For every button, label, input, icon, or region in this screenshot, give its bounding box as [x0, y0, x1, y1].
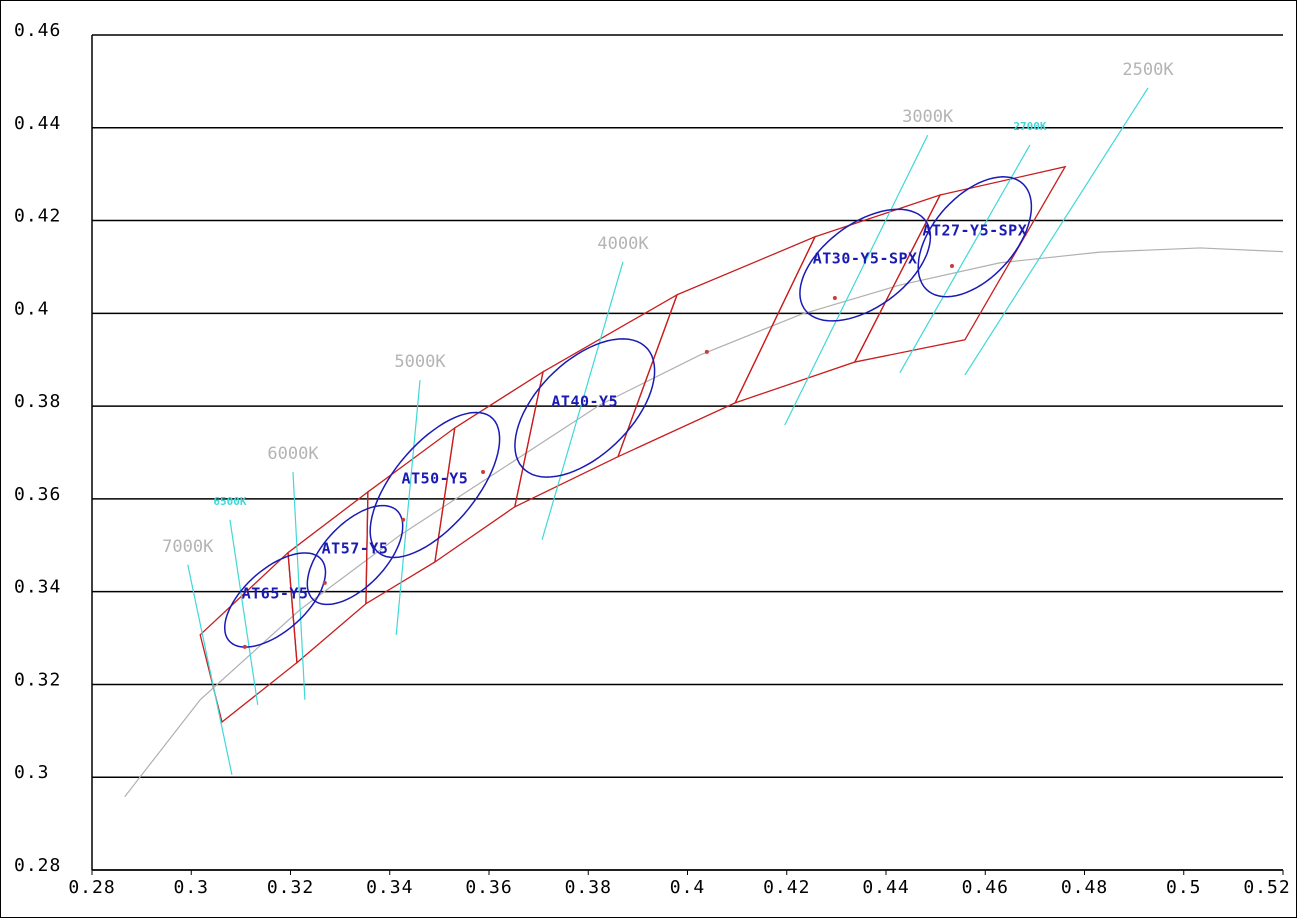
center-point — [950, 264, 955, 269]
isotherm-label: 4000K — [597, 234, 649, 254]
x-tick-label: 0.4 — [670, 877, 706, 898]
center-point — [242, 644, 247, 649]
isotherm — [964, 87, 1149, 376]
y-tick-label: 0.46 — [14, 20, 61, 41]
center-point — [481, 469, 486, 474]
isotherm — [292, 471, 306, 700]
isotherm — [229, 519, 259, 705]
center-point — [832, 296, 837, 301]
ellipse — [306, 504, 404, 606]
ellipse — [369, 411, 501, 559]
x-tick-label: 0.5 — [1166, 877, 1202, 898]
isotherm-label: 2500K — [1122, 60, 1174, 80]
y-tick-label: 0.38 — [14, 391, 61, 412]
bin — [853, 165, 1067, 363]
ellipse-label: AT40-Y5 — [551, 392, 618, 410]
isotherm — [541, 261, 624, 540]
x-tick-label: 0.42 — [763, 877, 810, 898]
y-tick-label: 0.32 — [14, 669, 61, 690]
x-tick-label: 0.36 — [465, 877, 512, 898]
x-tick-label: 0.34 — [366, 877, 413, 898]
isotherm — [899, 144, 1031, 374]
x-tick-label: 0.44 — [862, 877, 909, 898]
ellipse-label: AT27-Y5-SPX — [922, 221, 1027, 239]
isotherm-label: 6000K — [267, 444, 319, 464]
y-tick-label: 0.28 — [14, 855, 61, 876]
center-point — [704, 349, 709, 354]
isotherm-label: 6500K — [213, 495, 246, 508]
x-tick-label: 0.48 — [1061, 877, 1108, 898]
y-tick-label: 0.34 — [14, 577, 61, 598]
ellipse-label: AT30-Y5-SPX — [813, 250, 918, 268]
ellipse-label: AT65-Y5 — [242, 585, 309, 603]
y-tick-label: 0.36 — [14, 484, 61, 505]
y-tick-label: 0.3 — [14, 762, 50, 783]
x-tick-label: 0.52 — [1243, 877, 1290, 898]
y-tick-label: 0.4 — [14, 298, 50, 319]
x-tick-label: 0.3 — [173, 877, 209, 898]
ellipse — [917, 176, 1033, 298]
isotherm-label: 2700K — [1013, 120, 1046, 133]
y-tick-label: 0.44 — [14, 113, 61, 134]
y-tick-label: 0.42 — [14, 206, 61, 227]
isotherm — [395, 380, 421, 635]
ellipse — [514, 338, 656, 478]
x-tick-label: 0.28 — [68, 877, 115, 898]
isotherm-label: 7000K — [162, 537, 214, 557]
center-point — [401, 517, 406, 522]
x-tick-label: 0.38 — [565, 877, 612, 898]
ellipse-label: AT50-Y5 — [402, 469, 469, 487]
isotherm — [187, 564, 233, 776]
isotherm — [784, 134, 929, 426]
center-point — [322, 580, 327, 585]
isotherm-label: 5000K — [394, 352, 446, 372]
ellipse-label: AT57-Y5 — [322, 540, 389, 558]
x-tick-label: 0.32 — [267, 877, 314, 898]
x-tick-label: 0.46 — [962, 877, 1009, 898]
isotherm-label: 3000K — [902, 107, 954, 127]
ellipse — [224, 552, 327, 648]
